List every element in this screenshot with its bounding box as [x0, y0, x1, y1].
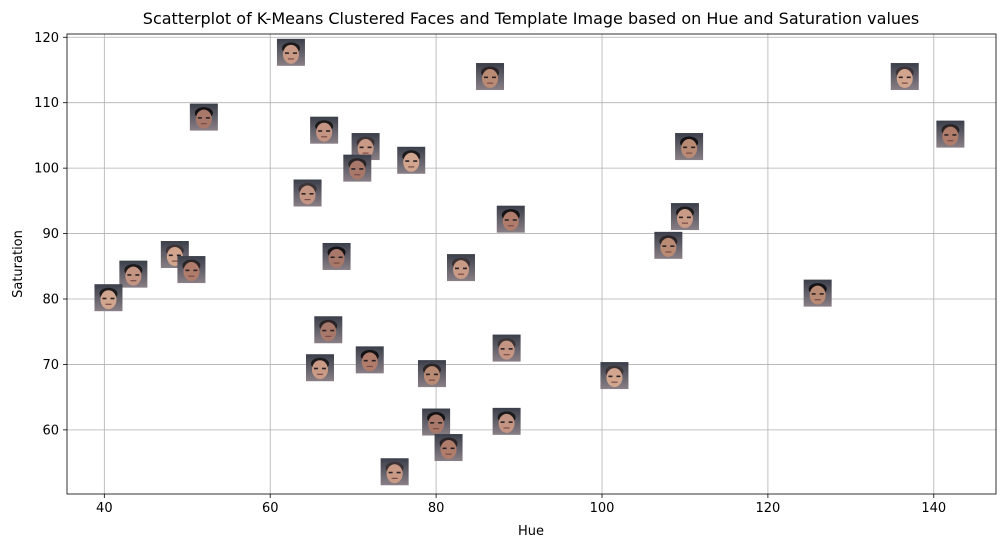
face-point [417, 360, 446, 388]
plot-frame [66, 33, 997, 495]
face-point [355, 346, 384, 374]
face-point [293, 179, 322, 207]
chart-title: Scatterplot of K-Means Clustered Faces a… [143, 9, 919, 28]
face-point [492, 407, 521, 435]
x-tick-label: 60 [262, 501, 279, 516]
face-point [496, 205, 525, 233]
y-tick-label: 110 [34, 96, 59, 111]
y-tick-label: 100 [34, 162, 59, 177]
face-point [305, 354, 334, 382]
face-point [119, 260, 148, 288]
face-point [314, 316, 343, 344]
face-point [890, 63, 919, 91]
x-tick-label: 120 [755, 501, 780, 516]
x-tick-label: 80 [428, 501, 445, 516]
x-tick-label: 40 [96, 501, 113, 516]
face-point [476, 63, 505, 91]
y-tick-label: 120 [34, 31, 59, 46]
axis-ticks: 40 60 80 100 120 140 60 70 80 90 100 110 120 [34, 31, 946, 516]
x-axis-label: Hue [518, 524, 544, 539]
face-point [446, 254, 475, 282]
face-point [492, 334, 521, 362]
y-tick-label: 70 [42, 358, 59, 373]
face-point [600, 362, 629, 390]
face-point [422, 408, 451, 436]
face-point [322, 242, 351, 270]
x-tick-label: 100 [590, 501, 615, 516]
face-point [177, 256, 206, 284]
face-point [343, 154, 372, 182]
face-point [380, 458, 409, 486]
face-point [675, 133, 704, 161]
x-tick-label: 140 [921, 501, 946, 516]
grid-lines [67, 34, 996, 494]
y-tick-label: 80 [42, 293, 59, 308]
y-tick-label: 90 [42, 227, 59, 242]
face-point [397, 146, 426, 174]
face-point [94, 284, 123, 312]
plot-background [67, 34, 996, 494]
face-point [276, 38, 305, 66]
face-point [434, 434, 463, 462]
face-point [670, 203, 699, 231]
face-point [936, 120, 965, 148]
y-tick-label: 60 [42, 423, 59, 438]
face-point [803, 279, 832, 307]
face-point [654, 231, 683, 259]
face-markers [94, 38, 965, 486]
face-point [310, 116, 339, 144]
face-point [189, 103, 218, 131]
y-axis-label: Saturation [11, 230, 26, 298]
